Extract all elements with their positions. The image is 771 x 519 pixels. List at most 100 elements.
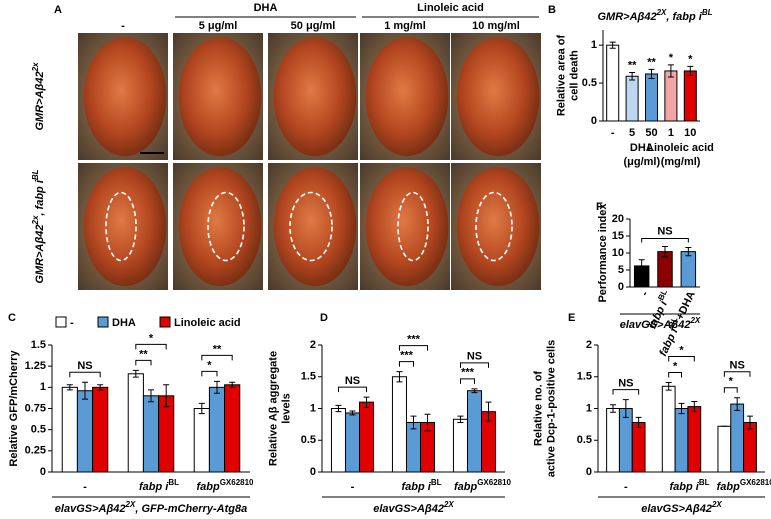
error-bar (457, 415, 464, 423)
group-label: DHA (254, 2, 278, 14)
significance-bracket (337, 386, 368, 393)
bar (618, 408, 633, 473)
label-sup: 2X (689, 316, 700, 325)
group-label: Linoleic acid (417, 2, 484, 14)
y-tick-label: 0.5 (301, 434, 316, 446)
label-part: D (320, 312, 328, 324)
legend-label: Linoleic acid (174, 317, 241, 329)
y-tick-label: 1.5 (577, 371, 592, 383)
label-part: - (121, 20, 125, 32)
label-sup: BL (667, 315, 680, 329)
label-sup: BL (702, 8, 713, 17)
significance: * (207, 359, 212, 371)
bar (644, 73, 659, 122)
bar (344, 412, 361, 473)
bar (664, 70, 678, 122)
label-part: - (624, 481, 628, 493)
significance-bracket (201, 354, 233, 361)
y-tick-label: 10 (612, 247, 624, 259)
significance: ** (628, 59, 637, 71)
cell-death-outline (475, 191, 513, 262)
label-sup: 2X (656, 8, 667, 17)
eye (273, 166, 357, 287)
label-sup: 2X (125, 500, 136, 509)
x-tick-label: fabpGX62810 (454, 478, 512, 493)
bar (224, 384, 241, 473)
group-label: DHA (630, 142, 654, 154)
bar (466, 390, 483, 473)
x-axis-label: elavGS>Aβ422X (620, 316, 701, 331)
significance: NS (345, 375, 360, 387)
label-part: 10 mg/ml (472, 20, 520, 32)
row-label: GMR>Aβ422x (31, 62, 46, 131)
label-part: F (596, 201, 603, 213)
significance: NS (657, 225, 672, 237)
error-bar (396, 371, 403, 383)
significance-bracket (723, 387, 738, 393)
label-part: levels (280, 393, 292, 424)
error-bar (349, 410, 356, 416)
label-sup: 2x (31, 215, 40, 225)
error-bar (148, 389, 154, 403)
x-tick-label: 1 (668, 127, 674, 139)
significance-bracket (459, 378, 475, 384)
y-tick-label: 0.25 (25, 445, 46, 457)
significance: * (688, 53, 693, 65)
label-part: elavGS>Aβ42 (373, 503, 444, 515)
error-bar (163, 384, 170, 408)
error-bar (678, 402, 685, 415)
eye (178, 166, 262, 287)
label-part: 10 (684, 127, 696, 139)
error-bar (229, 381, 236, 388)
label-part: Linoleic acid (647, 142, 714, 154)
bar (606, 408, 620, 473)
x-axis-label: elavGS>Aβ422X (641, 500, 722, 515)
label-part: fabp i (401, 481, 431, 493)
significance: * (669, 52, 674, 64)
y-tick-label: 1 (310, 402, 316, 414)
error-bar (667, 64, 674, 78)
error-bar (424, 413, 431, 432)
cell-death-outline (397, 191, 429, 262)
cell-death-outline (105, 191, 137, 262)
bar (452, 418, 468, 473)
significance: NS (77, 360, 92, 372)
label-sup: 2X (711, 500, 722, 509)
column-label: 1 mg/ml (384, 20, 426, 32)
y-tick-label: 0 (40, 466, 46, 478)
label-part: Performance index (597, 203, 609, 303)
y-tick-label: 0.75 (25, 402, 46, 414)
significance-bracket (398, 361, 414, 367)
y-tick-label: 0.5 (31, 424, 46, 436)
panel-label: E (568, 312, 575, 324)
y-tick-label: 0 (591, 115, 597, 127)
label-sup: BL (31, 169, 40, 180)
error-bar (198, 402, 205, 415)
bar (208, 386, 226, 473)
significance: * (673, 360, 678, 372)
significance: ** (647, 56, 656, 68)
y-axis-label: Relative area of (555, 35, 567, 117)
label-sup: GX62810 (740, 478, 771, 487)
bar (717, 425, 732, 473)
label-part: GMR>Aβ42 (34, 71, 46, 130)
label-part: 1 (668, 127, 674, 139)
error-bar (66, 384, 73, 391)
error-bar (622, 399, 629, 418)
label-part: , fabp i (665, 11, 702, 23)
label-sup: BL (699, 478, 710, 487)
label-sup: 2X (443, 500, 454, 509)
y-tick-label: 20 (612, 213, 624, 225)
y-tick-label: 1.25 (25, 360, 46, 372)
error-bar (609, 41, 616, 49)
eye (365, 36, 449, 157)
x-axis-label: elavGS>Aβ422X (373, 500, 454, 515)
x-tick-label: - (351, 481, 355, 493)
label-part: 5 μg/ml (199, 20, 238, 32)
y-tick-label: 0.5 (582, 77, 597, 89)
y-tick-label: 0 (310, 466, 316, 478)
error-bar (132, 369, 139, 378)
bar (61, 386, 78, 473)
significance: NS (467, 351, 482, 363)
